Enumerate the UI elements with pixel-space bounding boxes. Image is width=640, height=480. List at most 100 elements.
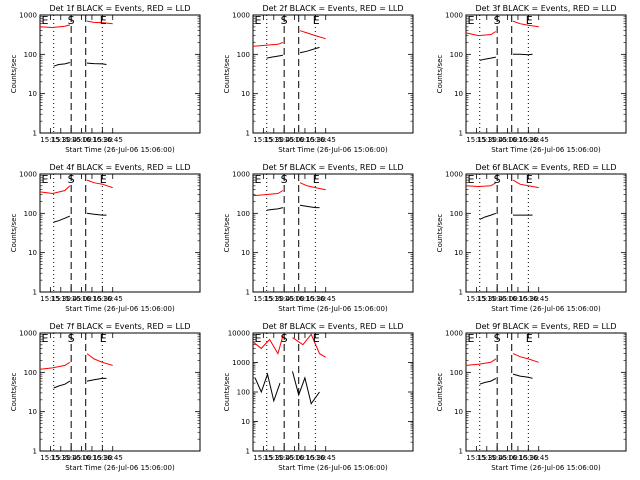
y-tick-label: 1000: [232, 359, 250, 367]
plot-frame: [465, 332, 627, 452]
y-tick-label: 100: [24, 369, 37, 377]
events-line: [86, 377, 107, 382]
x-tick-label: 16:00: [71, 295, 91, 303]
y-tick-label: 10: [241, 418, 250, 426]
event-marker: E: [468, 14, 475, 27]
x-axis-label: Start Time (26-Jul-06 15:06:00): [65, 146, 175, 154]
y-tick-label: 1000: [445, 171, 463, 179]
y-axis-label: Counts/sec: [436, 373, 444, 412]
y-tick-label: 1000: [19, 171, 37, 179]
lld-line: [512, 20, 539, 28]
event-marker: E: [42, 332, 49, 345]
events-line: [266, 207, 284, 211]
x-tick-label: 15:15: [466, 136, 486, 144]
chart-panel: Det 6f BLACK = Events, RED = LLD 1 10 100 10…: [436, 163, 627, 313]
x-tick-label: 16:15: [295, 136, 315, 144]
events-line: [512, 373, 533, 379]
chart-panel: Det 4f BLACK = Events, RED = LLD 1 10 100 10…: [10, 163, 201, 313]
x-tick-label: 15:45: [61, 454, 81, 462]
plot-frame: [465, 14, 627, 134]
event-marker: E: [255, 173, 262, 186]
events-line: [53, 215, 71, 223]
events-line: [266, 54, 283, 59]
y-tick-label: 1: [246, 130, 250, 138]
chart-panel: Det 7f BLACK = Events, RED = LLD 1 10 100 10…: [10, 322, 201, 472]
x-tick-label: 16:00: [71, 454, 91, 462]
y-tick-label: 100: [237, 389, 250, 397]
chart-panel: Det 8f BLACK = Events, RED = LLD 1 10 100 10…: [223, 322, 414, 472]
x-tick-label: 16:00: [497, 295, 517, 303]
x-tick-label: 16:00: [284, 136, 304, 144]
y-tick-label: 100: [450, 210, 463, 218]
lld-line: [86, 353, 113, 366]
y-tick-label: 10: [241, 249, 250, 257]
x-tick-label: 16:45: [316, 295, 336, 303]
chart-title: Det 7f BLACK = Events, RED = LLD: [49, 322, 190, 331]
y-tick-label: 1000: [445, 12, 463, 20]
event-marker: E: [255, 14, 262, 27]
x-axis-label: Start Time (26-Jul-06 15:06:00): [278, 305, 388, 313]
event-marker: E: [526, 173, 533, 186]
x-tick-label: 16:30: [305, 295, 325, 303]
chart-title: Det 8f BLACK = Events, RED = LLD: [262, 322, 403, 331]
x-tick-label: 15:30: [477, 295, 497, 303]
plot-frame: [39, 332, 201, 452]
y-axis-label: Counts/sec: [10, 214, 18, 253]
event-marker: S: [281, 332, 288, 345]
y-tick-label: 1000: [232, 171, 250, 179]
y-axis-label: Counts/sec: [223, 55, 231, 94]
event-marker: S: [494, 14, 501, 27]
events-line: [479, 212, 497, 220]
y-tick-label: 100: [24, 51, 37, 59]
lld-line: [252, 190, 284, 197]
x-tick-label: 16:00: [71, 136, 91, 144]
y-tick-label: 1000: [232, 12, 250, 20]
x-tick-label: 15:15: [40, 295, 60, 303]
x-tick-label: 15:30: [264, 454, 284, 462]
x-tick-label: 16:45: [103, 136, 123, 144]
y-axis-label: Counts/sec: [10, 373, 18, 412]
y-tick-label: 1: [33, 289, 37, 297]
x-tick-label: 15:45: [274, 454, 294, 462]
event-marker: E: [313, 173, 320, 186]
chart-panel: Det 2f BLACK = Events, RED = LLD 1 10 100 10…: [223, 4, 414, 154]
x-tick-label: 16:30: [518, 454, 538, 462]
x-tick-label: 15:45: [61, 136, 81, 144]
y-tick-label: 100: [237, 210, 250, 218]
event-marker: E: [100, 173, 107, 186]
plot-frame: [39, 14, 201, 134]
x-tick-label: 16:15: [508, 295, 528, 303]
lld-line: [252, 335, 284, 355]
plot-frame: [465, 173, 627, 293]
lld-line: [86, 179, 113, 189]
x-tick-label: 15:30: [477, 454, 497, 462]
event-marker: S: [281, 14, 288, 27]
lld-line: [39, 361, 71, 370]
y-axis-label: Counts/sec: [10, 55, 18, 94]
y-tick-label: 100: [450, 51, 463, 59]
lld-line: [465, 182, 497, 188]
x-tick-label: 16:15: [508, 136, 528, 144]
chart-title: Det 3f BLACK = Events, RED = LLD: [475, 4, 616, 13]
x-tick-label: 15:45: [274, 295, 294, 303]
chart-panel: Det 3f BLACK = Events, RED = LLD 1 10 100 10…: [436, 4, 627, 154]
chart-title: Det 1f BLACK = Events, RED = LLD: [49, 4, 190, 13]
lld-line: [465, 358, 497, 366]
x-tick-label: 15:15: [253, 136, 273, 144]
x-tick-label: 15:30: [264, 136, 284, 144]
x-tick-label: 16:45: [529, 295, 549, 303]
event-marker: E: [526, 14, 533, 27]
event-marker: S: [68, 332, 75, 345]
chart-panel: Det 5f BLACK = Events, RED = LLD 1 10 100 10…: [223, 163, 414, 313]
x-tick-label: 16:30: [518, 295, 538, 303]
x-tick-label: 15:30: [51, 136, 71, 144]
event-marker: E: [468, 332, 475, 345]
event-marker: E: [42, 14, 49, 27]
y-tick-label: 1: [459, 448, 463, 456]
x-tick-label: 16:15: [82, 454, 102, 462]
y-tick-label: 10: [241, 90, 250, 98]
x-axis-label: Start Time (26-Jul-06 15:06:00): [278, 464, 388, 472]
x-tick-label: 16:45: [316, 454, 336, 462]
x-tick-label: 16:00: [284, 295, 304, 303]
x-tick-label: 15:15: [253, 295, 273, 303]
